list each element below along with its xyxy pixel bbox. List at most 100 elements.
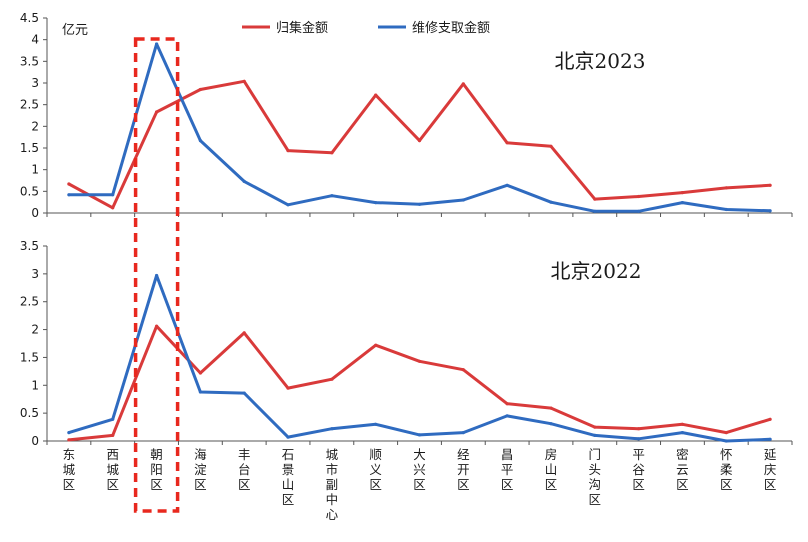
- data-point: [242, 79, 246, 83]
- y-tick-label: 2.5: [20, 295, 39, 309]
- y-tick-label: 4: [31, 33, 39, 47]
- x-category-label: 房山区: [545, 447, 558, 492]
- highlight-box: [133, 37, 180, 513]
- data-point: [549, 406, 553, 410]
- data-point: [111, 193, 115, 197]
- x-category-label: 石景山区: [282, 447, 295, 507]
- data-point: [417, 202, 422, 206]
- unit-label: 亿元: [62, 23, 88, 38]
- data-point: [155, 324, 159, 328]
- y-tick-label: 0: [31, 434, 39, 448]
- data-point: [505, 414, 509, 418]
- x-category-label: 经开区: [457, 447, 470, 492]
- data-point: [768, 417, 772, 421]
- data-point: [67, 182, 71, 186]
- y-tick-label: 1: [31, 378, 39, 392]
- y-tick-label: 3: [31, 267, 39, 281]
- data-point: [330, 377, 334, 381]
- data-point: [505, 141, 509, 145]
- data-point: [549, 200, 553, 204]
- data-point: [242, 179, 246, 183]
- data-point: [505, 402, 509, 406]
- data-point: [461, 431, 465, 435]
- y-tick-label: 3.5: [20, 54, 39, 68]
- data-point: [374, 93, 378, 97]
- panel-2022: 0 0.5 1 1.5 2 2.5 3 3.5 北京2022: [20, 239, 793, 448]
- data-point: [286, 149, 290, 153]
- x-category-label: 顺义区: [369, 447, 382, 492]
- data-point: [593, 425, 597, 429]
- y-tick-label: 1.5: [20, 141, 39, 155]
- data-point: [549, 422, 553, 426]
- data-point: [417, 433, 422, 437]
- highlight-layer: [133, 37, 180, 513]
- data-point: [198, 371, 202, 375]
- y-tick-label: 4.5: [20, 11, 39, 25]
- y-tick-label: 3.5: [20, 239, 39, 253]
- x-category-label: 平谷区: [632, 447, 645, 492]
- data-point: [330, 194, 334, 198]
- data-point: [680, 191, 685, 195]
- data-point: [198, 390, 202, 394]
- y-tick-label: 3: [31, 76, 39, 90]
- data-point: [286, 435, 290, 439]
- panel-title: 北京2022: [551, 259, 642, 283]
- data-point: [680, 431, 685, 435]
- data-point: [198, 87, 202, 92]
- data-point: [637, 194, 641, 199]
- panel-title: 北京2023: [555, 49, 646, 73]
- data-point: [461, 82, 465, 86]
- x-category-label: 密云区: [676, 447, 689, 492]
- data-point: [286, 203, 290, 207]
- data-point: [330, 427, 334, 431]
- y-tick-label: 2.5: [20, 98, 39, 112]
- x-category-label: 海淀区: [194, 447, 207, 492]
- y-tick-label: 1: [31, 163, 39, 177]
- data-point: [768, 209, 772, 213]
- data-point: [680, 201, 685, 205]
- data-point: [724, 186, 728, 190]
- data-point: [417, 359, 422, 363]
- data-point: [111, 417, 115, 421]
- x-category-label: 怀柔区: [720, 447, 733, 492]
- y-tick-label: 2: [31, 119, 39, 133]
- x-category-label: 城市副中心: [326, 447, 339, 522]
- series-line-withdrawal: [67, 274, 772, 443]
- data-point: [155, 110, 159, 114]
- x-category-label: 延庆区: [764, 447, 777, 492]
- data-point: [637, 437, 641, 441]
- data-point: [374, 343, 378, 347]
- x-category-label: 朝阳区: [150, 447, 163, 492]
- y-tick-label: 0.5: [20, 184, 39, 198]
- data-point: [768, 437, 772, 441]
- data-point: [680, 422, 685, 426]
- legend: 归集金额 维修支取金额: [242, 20, 490, 36]
- series-line-collection: [67, 324, 772, 442]
- data-point: [724, 207, 728, 212]
- data-point: [549, 144, 553, 148]
- data-point: [505, 183, 509, 187]
- data-point: [111, 206, 115, 210]
- data-point: [724, 439, 728, 443]
- legend-label: 归集金额: [276, 20, 328, 36]
- data-point: [461, 198, 465, 202]
- data-point: [593, 197, 597, 201]
- y-tick-label: 1.5: [20, 350, 39, 364]
- data-point: [242, 391, 246, 395]
- y-tick-label: 0: [31, 206, 39, 220]
- data-point: [111, 433, 115, 437]
- data-point: [768, 183, 772, 187]
- data-point: [242, 331, 246, 335]
- x-category-label: 门头沟区: [589, 447, 602, 507]
- data-point: [286, 386, 290, 390]
- data-point: [67, 193, 71, 197]
- data-point: [198, 139, 202, 143]
- data-point: [637, 209, 641, 213]
- x-category-label: 昌平区: [501, 447, 514, 492]
- x-category-label: 丰台区: [238, 447, 251, 492]
- data-point: [724, 431, 728, 435]
- data-point: [155, 273, 159, 278]
